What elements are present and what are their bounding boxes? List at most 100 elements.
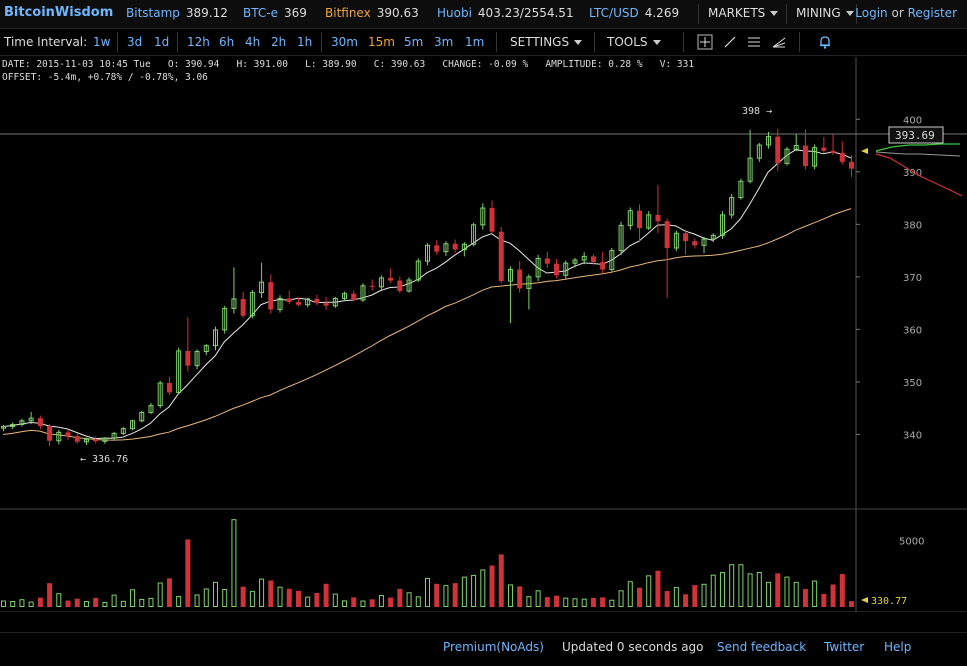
volume-bar	[581, 598, 587, 608]
volume-bar	[563, 597, 569, 608]
candle-body	[793, 145, 799, 150]
volume-bar	[406, 592, 412, 608]
volume-bar	[646, 575, 652, 608]
login-link[interactable]: Login	[855, 6, 888, 20]
candle-body	[415, 260, 421, 281]
interval-3d[interactable]: 3d	[127, 35, 143, 49]
candle-body	[729, 197, 735, 216]
interval-15m[interactable]: 15m	[368, 35, 395, 49]
volume-bar	[185, 539, 191, 607]
current-price-box	[888, 126, 944, 144]
ticker-price: 403.23/2554.51	[477, 6, 574, 20]
candle-body	[581, 255, 587, 261]
ticker-bitstamp[interactable]: Bitstamp 389.12	[126, 6, 228, 20]
mining-menu-label: MINING	[796, 6, 841, 20]
send-feedback-link[interactable]: Send feedback	[717, 640, 807, 654]
interval-1d[interactable]: 1d	[154, 35, 170, 49]
markets-menu[interactable]: MARKETS	[708, 6, 779, 20]
candle-body	[480, 207, 486, 226]
twitter-link[interactable]: Twitter	[824, 640, 865, 654]
volume-bar	[231, 519, 237, 607]
help-link[interactable]: Help	[884, 640, 912, 654]
interval-30m[interactable]: 30m	[331, 35, 358, 49]
volume-bar	[673, 587, 679, 608]
volume-bar	[351, 597, 357, 607]
line-tool-icon[interactable]	[722, 34, 738, 50]
candle-body	[692, 241, 698, 246]
interval-12h[interactable]: 12h	[187, 35, 210, 49]
price-tick-label: 390	[903, 168, 922, 179]
interval-1m[interactable]: 1m	[465, 35, 485, 49]
volume-bar	[719, 572, 725, 607]
candle-body	[323, 303, 329, 306]
ticker-huobi[interactable]: Huobi 403.23/2554.51	[437, 6, 574, 20]
tools-menu[interactable]: TOOLS	[607, 35, 661, 49]
markets-menu-label: MARKETS	[708, 6, 766, 20]
chevron-down-icon	[845, 11, 854, 16]
candle-body	[83, 438, 89, 443]
footer: Premium(NoAds) Updated 0 seconds ago Sen…	[0, 632, 967, 666]
volume-bar	[56, 593, 62, 608]
last-volume-arrow-icon	[861, 597, 868, 603]
interval-4h[interactable]: 4h	[245, 35, 261, 49]
candle-body	[231, 298, 237, 309]
bell-icon[interactable]	[817, 34, 833, 50]
register-link[interactable]: Register	[907, 6, 957, 20]
or-text: or	[891, 6, 904, 20]
volume-bar	[756, 572, 762, 607]
volume-bar	[194, 594, 200, 607]
interval-2h[interactable]: 2h	[271, 35, 287, 49]
candle-body	[397, 280, 403, 292]
mining-menu[interactable]: MINING	[796, 6, 854, 20]
volume-bar	[434, 583, 440, 607]
divider	[856, 4, 857, 24]
candle-body	[766, 136, 772, 146]
candle-body	[130, 420, 136, 430]
horizontal-lines-tool-icon[interactable]	[746, 34, 762, 50]
interval-1h[interactable]: 1h	[297, 35, 313, 49]
ticker-ltcusd[interactable]: LTC/USD 4.269	[589, 6, 679, 20]
bid-depth-line	[875, 143, 960, 152]
premium-link[interactable]: Premium(NoAds)	[443, 640, 544, 654]
current-price-label: 393.69	[895, 129, 935, 142]
interval-1w[interactable]: 1w	[93, 35, 111, 49]
candle-body	[507, 269, 513, 282]
candle-body	[618, 224, 624, 252]
volume-bar	[203, 588, 209, 607]
volume-bar	[544, 597, 550, 607]
ticker-price: 369	[283, 6, 307, 20]
interval-6h[interactable]: 6h	[219, 35, 235, 49]
update-status: Updated 0 seconds ago	[562, 640, 704, 654]
volume-bar	[378, 595, 384, 607]
volume-bar	[489, 565, 495, 607]
volume-bar	[683, 594, 689, 607]
ticker-exchange: BTC-e	[243, 6, 278, 20]
volume-bar	[111, 594, 117, 607]
volume-bar	[83, 601, 89, 607]
volume-bar	[10, 601, 16, 607]
candle-body	[65, 432, 71, 437]
chevron-down-icon	[652, 40, 661, 45]
interval-5m[interactable]: 5m	[404, 35, 424, 49]
candle-body	[259, 281, 265, 294]
candle-body	[286, 298, 292, 303]
volume-bar	[102, 601, 108, 607]
high-marker-label: 398 →	[742, 106, 772, 117]
volume-bar	[295, 590, 301, 607]
volume-bar	[655, 570, 661, 607]
price-chart[interactable]: 398 → ← 336.76 340 350 360 370 380 390 400 5000 3…	[0, 57, 967, 612]
brand-logo[interactable]: BitcoinWisdom	[4, 5, 114, 20]
volume-bar	[120, 600, 126, 607]
fan-tool-icon[interactable]	[771, 34, 787, 50]
interval-3m[interactable]: 3m	[434, 35, 454, 49]
ticker-btce[interactable]: BTC-e 369	[243, 6, 307, 20]
volume-bar	[1, 600, 6, 607]
ticker-bitfinex[interactable]: Bitfinex 390.63	[325, 6, 419, 20]
candle-body	[111, 432, 117, 439]
volume-bar	[286, 588, 292, 607]
candle-body	[683, 233, 689, 242]
volume-bar	[305, 596, 311, 607]
settings-menu[interactable]: SETTINGS	[510, 35, 583, 49]
candle-body	[710, 234, 716, 240]
crosshair-tool-icon[interactable]	[697, 34, 713, 50]
